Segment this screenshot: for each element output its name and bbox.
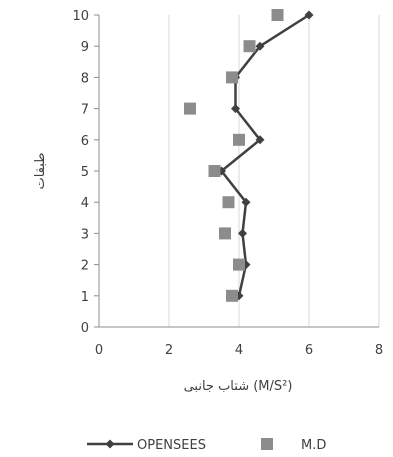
- legend-label-opensees: OPENSEES: [137, 438, 206, 453]
- point-m-d-0: [226, 289, 238, 302]
- point-m-d-6: [184, 102, 196, 115]
- point-m-d-3: [222, 196, 235, 209]
- grid: [168, 15, 380, 327]
- x-tick-label-1: 2: [165, 343, 173, 358]
- series-line-opensees: [220, 13, 310, 297]
- point-m-d-9: [271, 9, 284, 21]
- point-m-d-8: [243, 40, 256, 53]
- y-tick-label-0: 0: [81, 321, 89, 336]
- x-tick-label-3: 6: [305, 343, 313, 358]
- axes: [94, 14, 379, 328]
- y-tick-label-2: 2: [81, 259, 89, 274]
- point-opensees-5: [255, 135, 265, 145]
- point-opensees-3: [241, 197, 251, 207]
- x-tick-label-2: 4: [235, 343, 243, 358]
- y-tick-label-1: 1: [81, 290, 89, 305]
- y-axis-title: طبقات: [33, 152, 48, 189]
- point-m-d-2: [219, 227, 231, 240]
- point-m-d-7: [226, 71, 238, 84]
- legend-swatch-md: [261, 438, 273, 450]
- y-tick-label-5: 5: [81, 165, 89, 180]
- x-tick-label-4: 8: [375, 343, 383, 358]
- point-m-d-1: [233, 258, 245, 271]
- legend-swatch-opensees-marker: [105, 439, 115, 449]
- x-tick-labels: 0 2 4 6 8: [95, 343, 383, 358]
- x-tick-label-0: 0: [95, 343, 103, 358]
- point-opensees-9: [304, 10, 314, 20]
- y-tick-label-6: 6: [81, 134, 89, 149]
- y-tick-labels: 0 1 2 3 4 5 6 7 8 9 10: [72, 9, 89, 336]
- y-tick-label-9: 9: [81, 40, 89, 55]
- point-m-d-4: [208, 165, 221, 177]
- point-opensees-2: [238, 228, 247, 238]
- y-tick-label-3: 3: [81, 227, 89, 242]
- x-axis-title: شتاب جانبی (M/S²): [184, 379, 293, 394]
- point-opensees-8: [255, 41, 265, 51]
- point-opensees-6: [231, 104, 240, 114]
- point-m-d-5: [233, 133, 245, 146]
- y-tick-label-7: 7: [81, 103, 89, 118]
- y-tick-label-4: 4: [81, 196, 89, 211]
- y-tick-label-10: 10: [72, 9, 89, 24]
- legend: OPENSEES M.D: [87, 438, 326, 453]
- legend-label-md: M.D: [301, 438, 326, 453]
- y-tick-label-8: 8: [81, 71, 89, 86]
- series-layer: [184, 9, 314, 302]
